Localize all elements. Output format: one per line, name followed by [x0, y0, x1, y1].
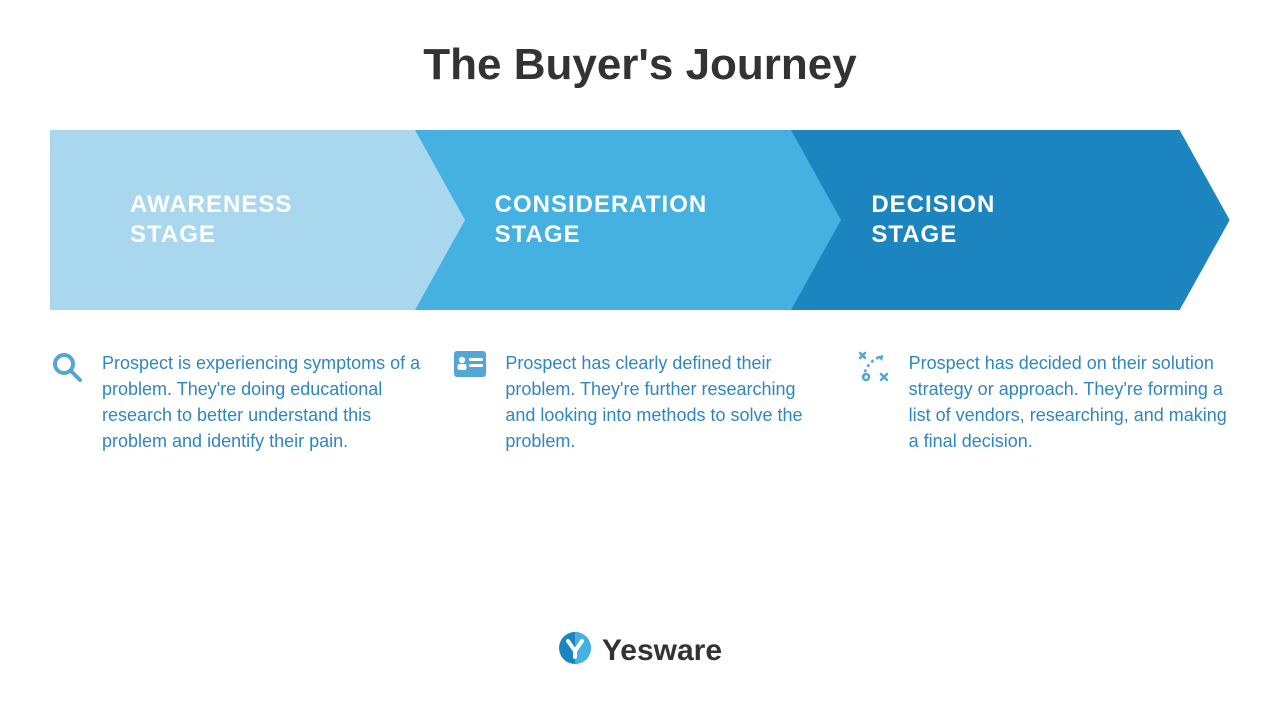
- strategy-icon: [857, 350, 891, 384]
- decision-description-block: Prospect has decided on their solution s…: [857, 350, 1230, 454]
- decision-description: Prospect has decided on their solution s…: [909, 350, 1230, 454]
- awareness-description: Prospect is experiencing symptoms of a p…: [102, 350, 423, 454]
- chevron-awareness-label: AWARENESS STAGE: [130, 190, 292, 250]
- chevron-consideration: CONSIDERATION STAGE: [415, 130, 854, 310]
- consideration-description: Prospect has clearly defined their probl…: [505, 350, 826, 454]
- chevron-decision-label: DECISION STAGE: [871, 190, 995, 250]
- chevron-decision: DECISION STAGE: [791, 130, 1230, 310]
- id-card-icon: [453, 350, 487, 384]
- chevron-awareness: AWARENESS STAGE: [50, 130, 477, 310]
- magnifier-icon: [50, 350, 84, 384]
- chevron-row: AWARENESS STAGE CONSIDERATION STAGE DECI…: [50, 130, 1230, 310]
- logo: Yesware: [0, 631, 1280, 670]
- page-title: The Buyer's Journey: [0, 40, 1280, 90]
- awareness-description-block: Prospect is experiencing symptoms of a p…: [50, 350, 423, 454]
- logo-mark-icon: [558, 631, 592, 670]
- descriptions-row: Prospect is experiencing symptoms of a p…: [50, 350, 1230, 454]
- logo-text: Yesware: [602, 634, 722, 668]
- consideration-description-block: Prospect has clearly defined their probl…: [453, 350, 826, 454]
- chevron-consideration-label: CONSIDERATION STAGE: [495, 190, 708, 250]
